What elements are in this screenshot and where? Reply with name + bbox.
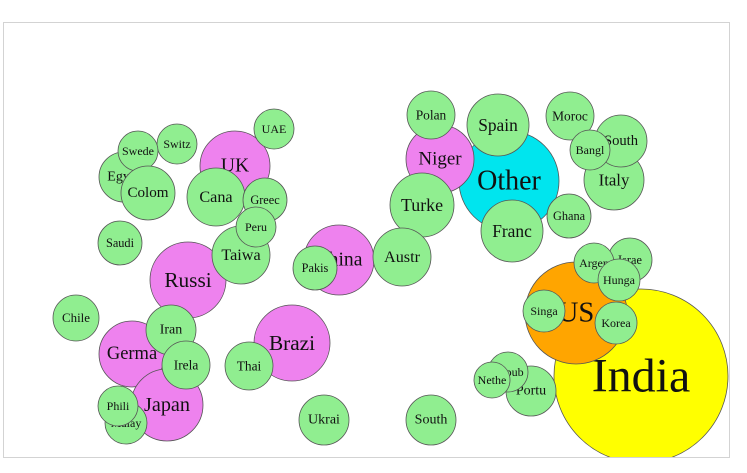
bubble-label-peru: Peru — [245, 220, 267, 234]
bubble-label-moroc: Moroc — [552, 109, 588, 124]
bubble-chart: IndiaUSOtherBraziRussiUKGermaJapanChinaN… — [52, 90, 729, 457]
bubble-label-korea: Korea — [601, 316, 631, 330]
bubble-peru[interactable]: Peru — [235, 206, 277, 248]
bubble-circle-saudi[interactable] — [97, 220, 143, 266]
bubble-singa[interactable]: Singa — [522, 289, 566, 333]
bubble-circle-pakis[interactable] — [292, 245, 338, 291]
bubble-circle-polan[interactable] — [406, 90, 456, 140]
bubble-hunga[interactable]: Hunga — [597, 258, 641, 302]
bubble-label-italy: Italy — [599, 171, 630, 190]
bubble-label-switz: Switz — [163, 137, 190, 151]
bubble-label-india: India — [592, 350, 691, 403]
bubble-ghana[interactable]: Ghana — [546, 193, 592, 239]
bubble-franc[interactable]: Franc — [480, 199, 544, 263]
bubble-label-nethe: Nethe — [478, 373, 507, 387]
bubble-circle-irela[interactable] — [161, 340, 211, 390]
bubble-russi[interactable]: Russi — [149, 241, 227, 319]
bubble-label-other: Other — [477, 166, 541, 197]
bubble-label-bangl: Bangl — [576, 143, 605, 157]
bubble-irela[interactable]: Irela — [161, 340, 211, 390]
bubble-uae[interactable]: UAE — [253, 108, 295, 150]
bubble-circle-colom[interactable] — [120, 165, 176, 221]
bubble-circle-ukrai[interactable] — [298, 394, 350, 446]
bubble-circle-korea[interactable] — [594, 301, 638, 345]
bubble-turke[interactable]: Turke — [389, 172, 455, 238]
bubble-label-germa: Germa — [107, 344, 157, 364]
bubble-label-greec: Greec — [250, 193, 280, 207]
bubble-circle-bangl[interactable] — [569, 129, 611, 171]
bubble-label-polan: Polan — [416, 108, 447, 123]
bubble-circle-chile[interactable] — [52, 294, 100, 342]
bubble-label-japan: Japan — [144, 394, 190, 416]
bubble-label-singa: Singa — [530, 304, 558, 318]
bubble-circle-phili[interactable] — [97, 385, 139, 427]
bubble-label-brazi: Brazi — [269, 331, 315, 355]
bubble-label-saudi: Saudi — [106, 236, 135, 250]
bubble-moroc[interactable]: Moroc — [545, 91, 595, 141]
bubble-spain[interactable]: Spain — [466, 93, 530, 157]
bubble-south[interactable]: South — [405, 394, 457, 446]
bubble-circle-singa[interactable] — [522, 289, 566, 333]
bubble-circle-thai[interactable] — [224, 341, 274, 391]
chart-frame: India US Other Brazi Russi UK Germa Japan China N… — [3, 22, 730, 458]
bubble-label-swede: Swede — [122, 144, 154, 158]
bubble-circle-moroc[interactable] — [545, 91, 595, 141]
bubble-cana[interactable]: Cana — [186, 167, 246, 227]
bubble-ukrai[interactable]: Ukrai — [298, 394, 350, 446]
bubble-colom[interactable]: Colom — [120, 165, 176, 221]
bubble-nethe[interactable]: Nethe — [473, 361, 511, 399]
bubble-label-ghana: Ghana — [553, 209, 586, 223]
bubble-label-uae: UAE — [262, 122, 287, 136]
bubble-pakis[interactable]: Pakis — [292, 245, 338, 291]
bubble-label-ukrai: Ukrai — [308, 413, 340, 428]
bubble-label-south: South — [415, 413, 448, 428]
bubble-circle-franc[interactable] — [480, 199, 544, 263]
bubble-label-irela: Irela — [174, 358, 199, 373]
bubble-korea[interactable]: Korea — [594, 301, 638, 345]
bubble-saudi[interactable]: Saudi — [97, 220, 143, 266]
bubble-label-chile: Chile — [62, 311, 90, 325]
bubble-label-cana: Cana — [199, 188, 232, 206]
bubble-label-niger: Niger — [418, 149, 462, 170]
bubble-label-argen: Argen — [579, 256, 609, 270]
bubble-circle-spain[interactable] — [466, 93, 530, 157]
bubble-chile[interactable]: Chile — [52, 294, 100, 342]
bubble-label-colom: Colom — [127, 185, 168, 201]
bubble-phili[interactable]: Phili — [97, 385, 139, 427]
bubble-bangl[interactable]: Bangl — [569, 129, 611, 171]
bubble-thai[interactable]: Thai — [224, 341, 274, 391]
bubble-label-franc: Franc — [492, 221, 532, 241]
bubble-circle-nethe[interactable] — [473, 361, 511, 399]
bubble-swede[interactable]: Swede — [117, 130, 159, 172]
bubble-label-austr: Austr — [384, 248, 421, 266]
bubble-circle-uae[interactable] — [253, 108, 295, 150]
bubble-switz[interactable]: Switz — [156, 123, 198, 165]
bubble-label-russi: Russi — [164, 268, 211, 292]
bubble-label-iran: Iran — [160, 323, 183, 338]
bubble-label-spain: Spain — [478, 115, 518, 135]
bubble-circle-peru[interactable] — [235, 206, 277, 248]
bubble-polan[interactable]: Polan — [406, 90, 456, 140]
bubble-label-portu: Portu — [516, 384, 546, 399]
bubble-label-phili: Phili — [107, 399, 130, 413]
bubble-label-thai: Thai — [237, 359, 262, 374]
bubble-circle-hunga[interactable] — [597, 258, 641, 302]
bubble-circle-ghana[interactable] — [546, 193, 592, 239]
bubble-label-south: South — [604, 133, 639, 149]
bubble-austr[interactable]: Austr — [372, 227, 432, 287]
bubble-label-turke: Turke — [401, 195, 443, 215]
bubble-circle-austr[interactable] — [372, 227, 432, 287]
bubble-circle-south[interactable] — [405, 394, 457, 446]
bubble-label-pakis: Pakis — [302, 261, 329, 275]
bubble-label-taiwa: Taiwa — [221, 246, 260, 264]
bubble-label-hunga: Hunga — [603, 273, 636, 287]
